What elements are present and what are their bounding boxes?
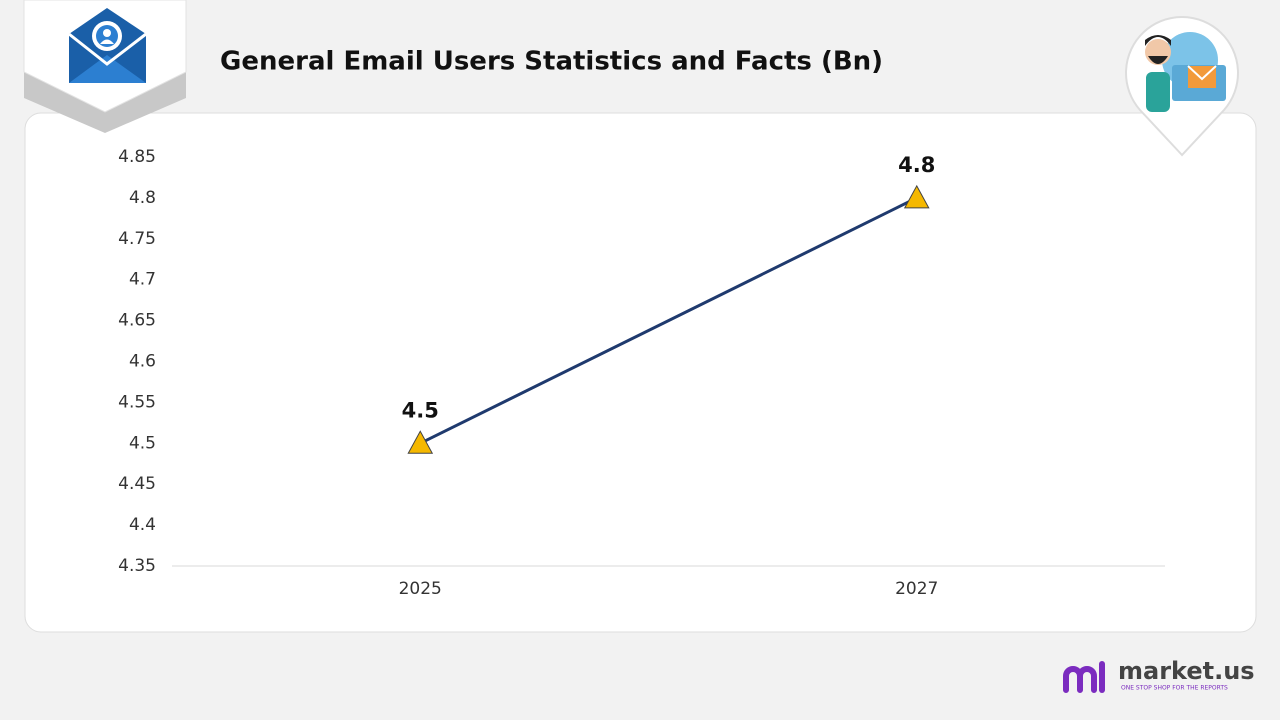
y-tick-label: 4.85: [118, 147, 156, 167]
data-label: 4.5: [402, 398, 439, 422]
brand-logo: market.us ONE STOP SHOP FOR THE REPORTS: [1063, 657, 1255, 693]
brand-tagline: ONE STOP SHOP FOR THE REPORTS: [1121, 685, 1228, 692]
y-tick-label: 4.4: [129, 515, 156, 535]
y-tick-label: 4.7: [129, 270, 156, 290]
email-badge: [23, 0, 187, 133]
brand-name: market.us: [1118, 657, 1255, 685]
data-marker: [903, 184, 930, 209]
y-tick-label: 4.55: [118, 392, 156, 412]
data-line: [419, 196, 918, 445]
illustration: [1125, 15, 1239, 157]
data-label: 4.8: [898, 153, 935, 177]
chart-title: General Email Users Statistics and Facts…: [220, 47, 883, 77]
x-tick-label: 2027: [895, 579, 938, 599]
y-tick-label: 4.35: [118, 556, 156, 576]
y-tick-label: 4.65: [118, 311, 156, 331]
y-tick-label: 4.6: [129, 352, 156, 372]
y-tick-label: 4.75: [118, 229, 156, 249]
y-tick-label: 4.5: [129, 433, 156, 453]
x-tick-label: 2025: [399, 579, 442, 599]
y-tick-label: 4.45: [118, 474, 156, 494]
card: [24, 112, 1257, 633]
data-marker: [407, 430, 434, 454]
y-tick-label: 4.8: [129, 188, 156, 208]
